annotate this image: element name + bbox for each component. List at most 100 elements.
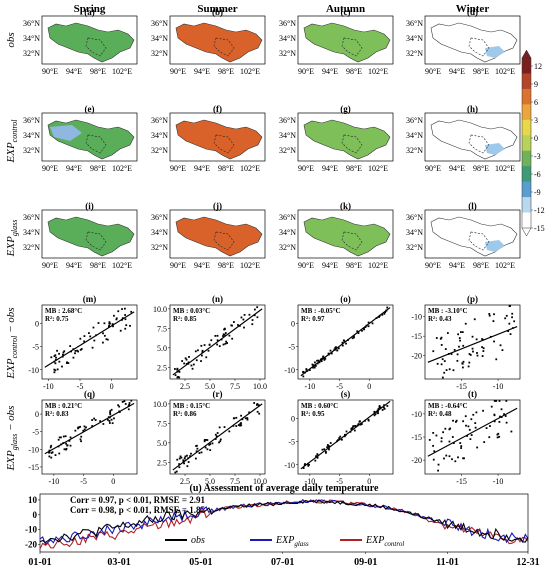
panel-letter: (c) [341,7,351,17]
lon-label: 102°E [240,261,260,270]
scatter-point [455,420,457,423]
scatter-point [194,457,197,460]
scatter-point [50,356,53,359]
y-tick-label: -5 [288,343,295,352]
x-tick-label: -10 [305,382,316,391]
scatter-point [183,362,186,365]
map-panel-b: (b) 36°N 34°N 32°N90°E 94°E 98°E 102°E [151,7,266,76]
regression-line [427,407,518,457]
scatter-point [462,344,465,347]
scatter-point [257,404,260,407]
scatter-point [224,332,227,334]
scatter-point [454,460,457,463]
scatter-point [195,450,198,453]
scatter-point [174,471,177,474]
lon-label: 102°E [495,164,515,173]
scatter-point [461,362,464,365]
scatter-point [128,402,131,404]
scatter-point [460,331,462,333]
scatter-point [214,438,217,440]
lat-label: 36°N [406,213,423,222]
scatter-point [483,441,486,443]
y-tick-label: -15 [28,463,39,472]
scatter-point [445,454,448,457]
scatter-point [435,434,438,437]
stat-glass: Corr = 0.98, p < 0.01, RMSE = 1.85 [70,505,205,515]
lon-label: 94°E [66,164,82,173]
scatter-point [500,408,503,411]
scatter-point [488,313,491,315]
scatter-point [248,411,251,414]
scatter-point [216,334,219,337]
scatter-point [456,353,459,356]
lon-label: 94°E [322,67,338,76]
scatter-point [218,345,221,348]
scatter-point [256,410,259,413]
map-panel-f: (f) 36°N 34°N 32°N90°E 94°E 98°E 102°E [151,104,266,173]
lat-label: 32°N [406,146,423,155]
scatter-point [240,414,243,417]
panel-letter: (p) [467,294,478,304]
scatter-point [58,360,61,363]
scatter-point [336,349,339,352]
x-tick-label: -5 [77,382,84,391]
scatter-point [509,333,512,336]
scatter-point [432,444,435,447]
scatter-point [471,347,474,350]
scatter-point [498,421,501,423]
scatter-point [214,334,217,337]
scatter-point [61,365,63,368]
map-panel-d: (d) 36°N 34°N 32°N90°E 94°E 98°E 102°E [406,7,521,76]
scatter-point [312,366,314,369]
scatter-point [329,349,332,352]
scatter-point [53,355,56,358]
lon-label: 94°E [194,261,210,270]
scatter-point [467,365,470,368]
scatter-point [464,322,467,325]
r-squared-label: R²: 0.86 [173,410,197,418]
scatter-point [242,318,245,321]
ts-y-tick: -20 [25,540,37,550]
map-panel-j: (j) 36°N 34°N 32°N90°E 94°E 98°E 102°E [151,201,266,270]
scatter-point [379,406,382,409]
scatter-point [335,346,337,349]
lon-label: 90°E [298,67,314,76]
scatter-point [243,313,246,316]
scatter-point [511,312,514,315]
scatter-point [209,443,212,445]
scatter-point [93,339,96,342]
scatter-point [175,470,178,473]
colorbar-tick: 6 [534,98,538,107]
scatter-point [363,328,365,330]
ts-x-tick: 05-01 [189,557,212,568]
row-label-obs: obs [5,32,17,47]
scatter-point [357,332,360,334]
scatter-point [313,366,316,369]
lon-label: 90°E [298,261,314,270]
scatter-point [474,426,477,429]
mean-bias-label: MB : 0.03°C [173,307,210,315]
scatter-point [53,368,56,371]
scatter-point [326,446,329,449]
column-header-spring: Spring [74,3,106,15]
basin-shape [303,22,391,63]
scatter-point [435,337,438,339]
scatter-point [214,433,217,436]
scatter-point [341,341,344,344]
colorbar-tick: -9 [534,188,541,197]
scatter-point [195,445,197,447]
scatter-point [465,424,467,427]
scatter-point [222,343,225,346]
scatter-point [323,448,326,451]
scatter-point [472,350,474,353]
panel-letter: (r) [213,389,223,399]
scatter-point [55,356,57,359]
scatter-point [441,376,444,379]
lat-label: 36°N [23,19,40,28]
scatter-point [466,435,469,437]
scatter-point [244,417,247,420]
scatter-point [109,411,111,414]
lat-label: 34°N [23,131,40,140]
scatter-point [504,415,507,417]
basin-shape [175,216,263,257]
